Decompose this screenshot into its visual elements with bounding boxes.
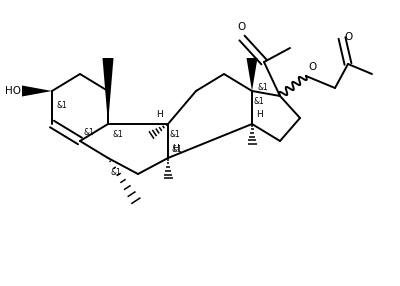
Text: &1: &1 <box>254 97 265 106</box>
Polygon shape <box>22 86 52 96</box>
Text: &1: &1 <box>258 83 269 92</box>
Polygon shape <box>102 58 114 124</box>
Text: &1: &1 <box>172 145 183 154</box>
Text: &1: &1 <box>112 130 123 139</box>
Text: &1: &1 <box>170 130 181 139</box>
Text: &1: &1 <box>83 128 94 137</box>
Text: O: O <box>308 62 316 72</box>
Text: O: O <box>238 22 246 32</box>
Text: &1: &1 <box>110 168 121 177</box>
Text: O: O <box>344 32 352 42</box>
Text: H: H <box>256 110 263 119</box>
Text: HO: HO <box>5 86 21 96</box>
Polygon shape <box>246 58 258 91</box>
Text: H: H <box>172 144 179 153</box>
Text: &1: &1 <box>56 101 67 110</box>
Text: H: H <box>156 110 163 119</box>
